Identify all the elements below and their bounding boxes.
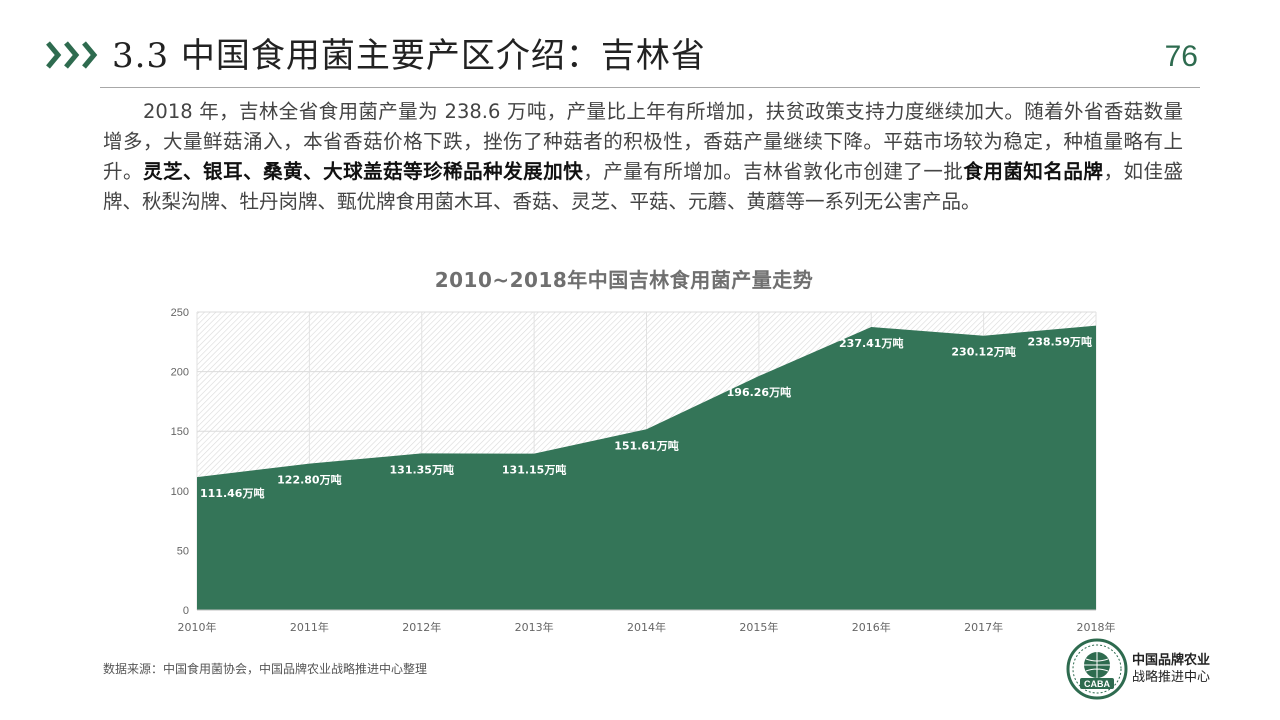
- header-divider: [100, 87, 1200, 88]
- intro-text-1: 2018 年，吉林全省食用菌产量为 238.6 万吨，产量比上年有所增加，扶贫政…: [103, 100, 1183, 183]
- y-tick-label: 200: [171, 367, 189, 379]
- page-number: 76: [1164, 40, 1198, 73]
- svg-text:CABA: CABA: [1084, 679, 1110, 689]
- page-title: 3.3 中国食用菌主要产区介绍：吉林省: [112, 36, 706, 76]
- data-label: 196.26万吨: [727, 385, 791, 399]
- y-tick-label: 0: [183, 605, 189, 617]
- data-label: 111.46万吨: [200, 486, 264, 500]
- data-source-note: 数据来源：中国食用菌协会，中国品牌农业战略推进中心整理: [103, 662, 428, 676]
- org-name: 中国品牌农业 战略推进中心: [1132, 652, 1210, 686]
- data-label: 238.59万吨: [1028, 335, 1092, 349]
- x-tick-label: 2012年: [402, 620, 441, 634]
- intro-text-3: ，如佳盛牌、秋梨沟牌、牡丹岗牌、甄优牌食用菌木耳、香菇、灵芝、平菇、元蘑、黄蘑等…: [103, 160, 1183, 213]
- org-name-line2: 战略推进中心: [1132, 670, 1211, 685]
- data-label: 122.80万吨: [277, 473, 341, 487]
- slide-header: 3.3 中国食用菌主要产区介绍：吉林省 76: [0, 0, 1280, 90]
- area-series: [197, 325, 1096, 610]
- x-tick-label: 2014年: [627, 620, 666, 634]
- data-label: 230.12万吨: [951, 345, 1015, 359]
- y-tick-label: 150: [171, 426, 189, 438]
- production-area-chart: 0 50 100 150 200 250 2010年 2011年 2012年 2013年 2014年…: [171, 307, 1116, 634]
- data-label: 131.35万吨: [390, 462, 454, 476]
- triple-chevron-icon: [46, 41, 98, 69]
- caba-logo: CABA: [1066, 638, 1128, 700]
- chart-title: 2010~2018年中国吉林食用菌产量走势: [434, 268, 814, 292]
- y-tick-label: 100: [171, 486, 189, 498]
- y-tick-label: 250: [171, 307, 189, 319]
- x-tick-label: 2010年: [178, 620, 217, 634]
- data-label: 131.15万吨: [502, 463, 566, 477]
- intro-text-2: ，产量有所增加。吉林省敦化市创建了一批: [583, 160, 964, 183]
- x-tick-label: 2013年: [515, 620, 554, 634]
- x-tick-label: 2011年: [290, 620, 329, 634]
- intro-bold-1: 灵芝、银耳、桑黄、大球盖菇等珍稀品种发展加快: [143, 160, 584, 183]
- intro-bold-2: 食用菌知名品牌: [963, 160, 1104, 183]
- intro-paragraph: 2018 年，吉林全省食用菌产量为 238.6 万吨，产量比上年有所增加，扶贫政…: [103, 97, 1183, 217]
- x-tick-label: 2016年: [852, 620, 891, 634]
- data-label: 151.61万吨: [614, 438, 678, 452]
- data-label: 237.41万吨: [839, 336, 903, 350]
- x-tick-label: 2015年: [739, 620, 778, 634]
- org-name-line1: 中国品牌农业: [1132, 653, 1211, 668]
- y-tick-label: 50: [177, 545, 189, 557]
- x-tick-label: 2018年: [1077, 620, 1116, 634]
- x-tick-label: 2017年: [964, 620, 1003, 634]
